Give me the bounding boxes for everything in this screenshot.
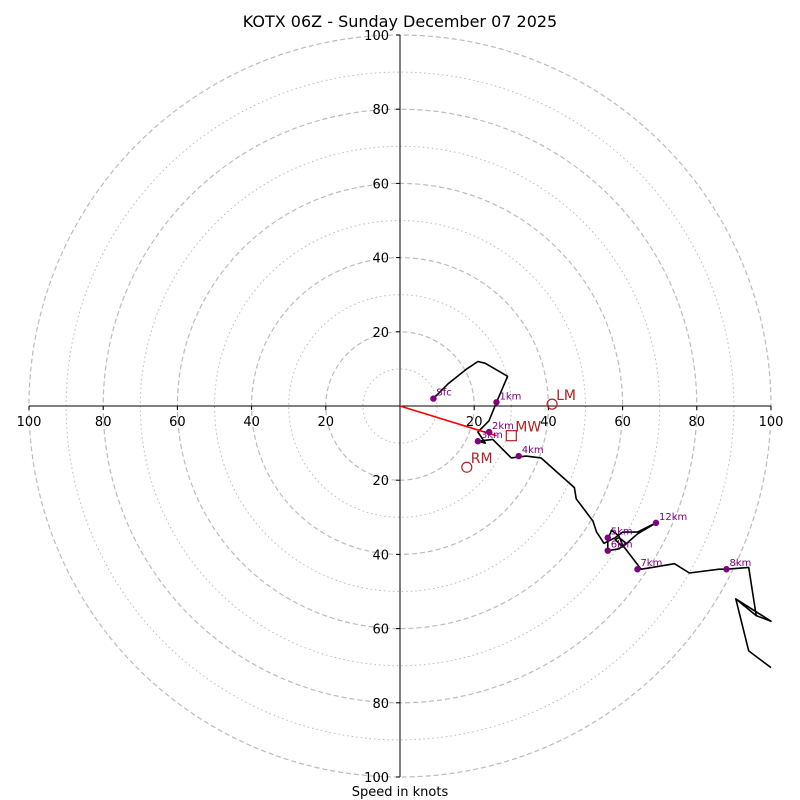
x-tick-label: 100 — [17, 415, 42, 430]
hodograph-trace-group — [432, 360, 772, 669]
motion-marker-lm — [546, 398, 558, 410]
x-tick-label: 60 — [614, 415, 631, 430]
y-tick-label: 80 — [372, 697, 389, 712]
x-tick-label: 40 — [243, 415, 260, 430]
height-marker-3km — [474, 438, 482, 445]
height-label-6km: 6km — [611, 540, 633, 551]
tick-labels: 100 80 60 40 20 20 40 60 80 100 100 80 60 40 20 20 40 60 8… — [17, 29, 784, 786]
motion-label-lm: LM — [556, 388, 576, 404]
chart-title: KOTX 06Z - Sunday December 07 2025 — [243, 12, 557, 31]
height-marker-8km — [723, 566, 730, 573]
height-marker-1km — [493, 399, 500, 406]
y-tick-label: 40 — [372, 548, 389, 563]
x-tick-label: 20 — [466, 415, 483, 430]
shear-vector-group — [399, 405, 497, 437]
height-marker-7km — [634, 566, 641, 573]
y-tick-label: 80 — [372, 103, 389, 118]
x-axis-label: Speed in knots — [352, 785, 449, 800]
motion-marker-rm — [461, 461, 473, 473]
height-label-3km: 3km — [481, 430, 503, 441]
height-marker-2km — [485, 428, 493, 436]
motion-marker-mw — [505, 430, 517, 442]
y-tick-label: 100 — [364, 29, 389, 44]
height-label-1km: 1km — [499, 391, 521, 402]
motion-label-rm: RM — [471, 451, 493, 467]
x-tick-label: 80 — [95, 415, 112, 430]
height-label-5km: 5km — [611, 527, 633, 538]
height-label-7km: 7km — [640, 558, 662, 569]
height-label-8km: 8km — [729, 558, 751, 569]
height-label-sfc: Sfc — [436, 388, 451, 399]
x-tick-label: 20 — [318, 415, 335, 430]
height-label-2km: 2km — [492, 421, 514, 432]
height-label-12km: 12km — [659, 512, 687, 523]
height-marker-6km — [604, 547, 611, 554]
storm-motion-markers: LM RM MW — [461, 388, 576, 473]
height-marker-sfc — [430, 395, 437, 402]
y-tick-label: 60 — [372, 177, 389, 192]
height-marker-5km — [604, 534, 611, 541]
hodograph-trace — [432, 360, 772, 669]
shear-vector — [399, 405, 497, 437]
y-tick-label: 40 — [372, 252, 389, 267]
x-tick-label: 80 — [689, 415, 706, 430]
height-marker-4km — [515, 452, 522, 460]
height-label-4km: 4km — [522, 445, 544, 456]
height-marker-12km — [652, 519, 660, 527]
y-tick-label: 20 — [372, 474, 389, 489]
y-tick-label: 60 — [372, 623, 389, 638]
x-tick-label: 100 — [759, 415, 784, 430]
x-tick-label: 40 — [540, 415, 557, 430]
motion-label-mw: MW — [515, 420, 541, 436]
x-tick-label: 60 — [169, 415, 186, 430]
y-tick-label: 100 — [364, 771, 389, 786]
y-tick-label: 20 — [372, 326, 389, 341]
